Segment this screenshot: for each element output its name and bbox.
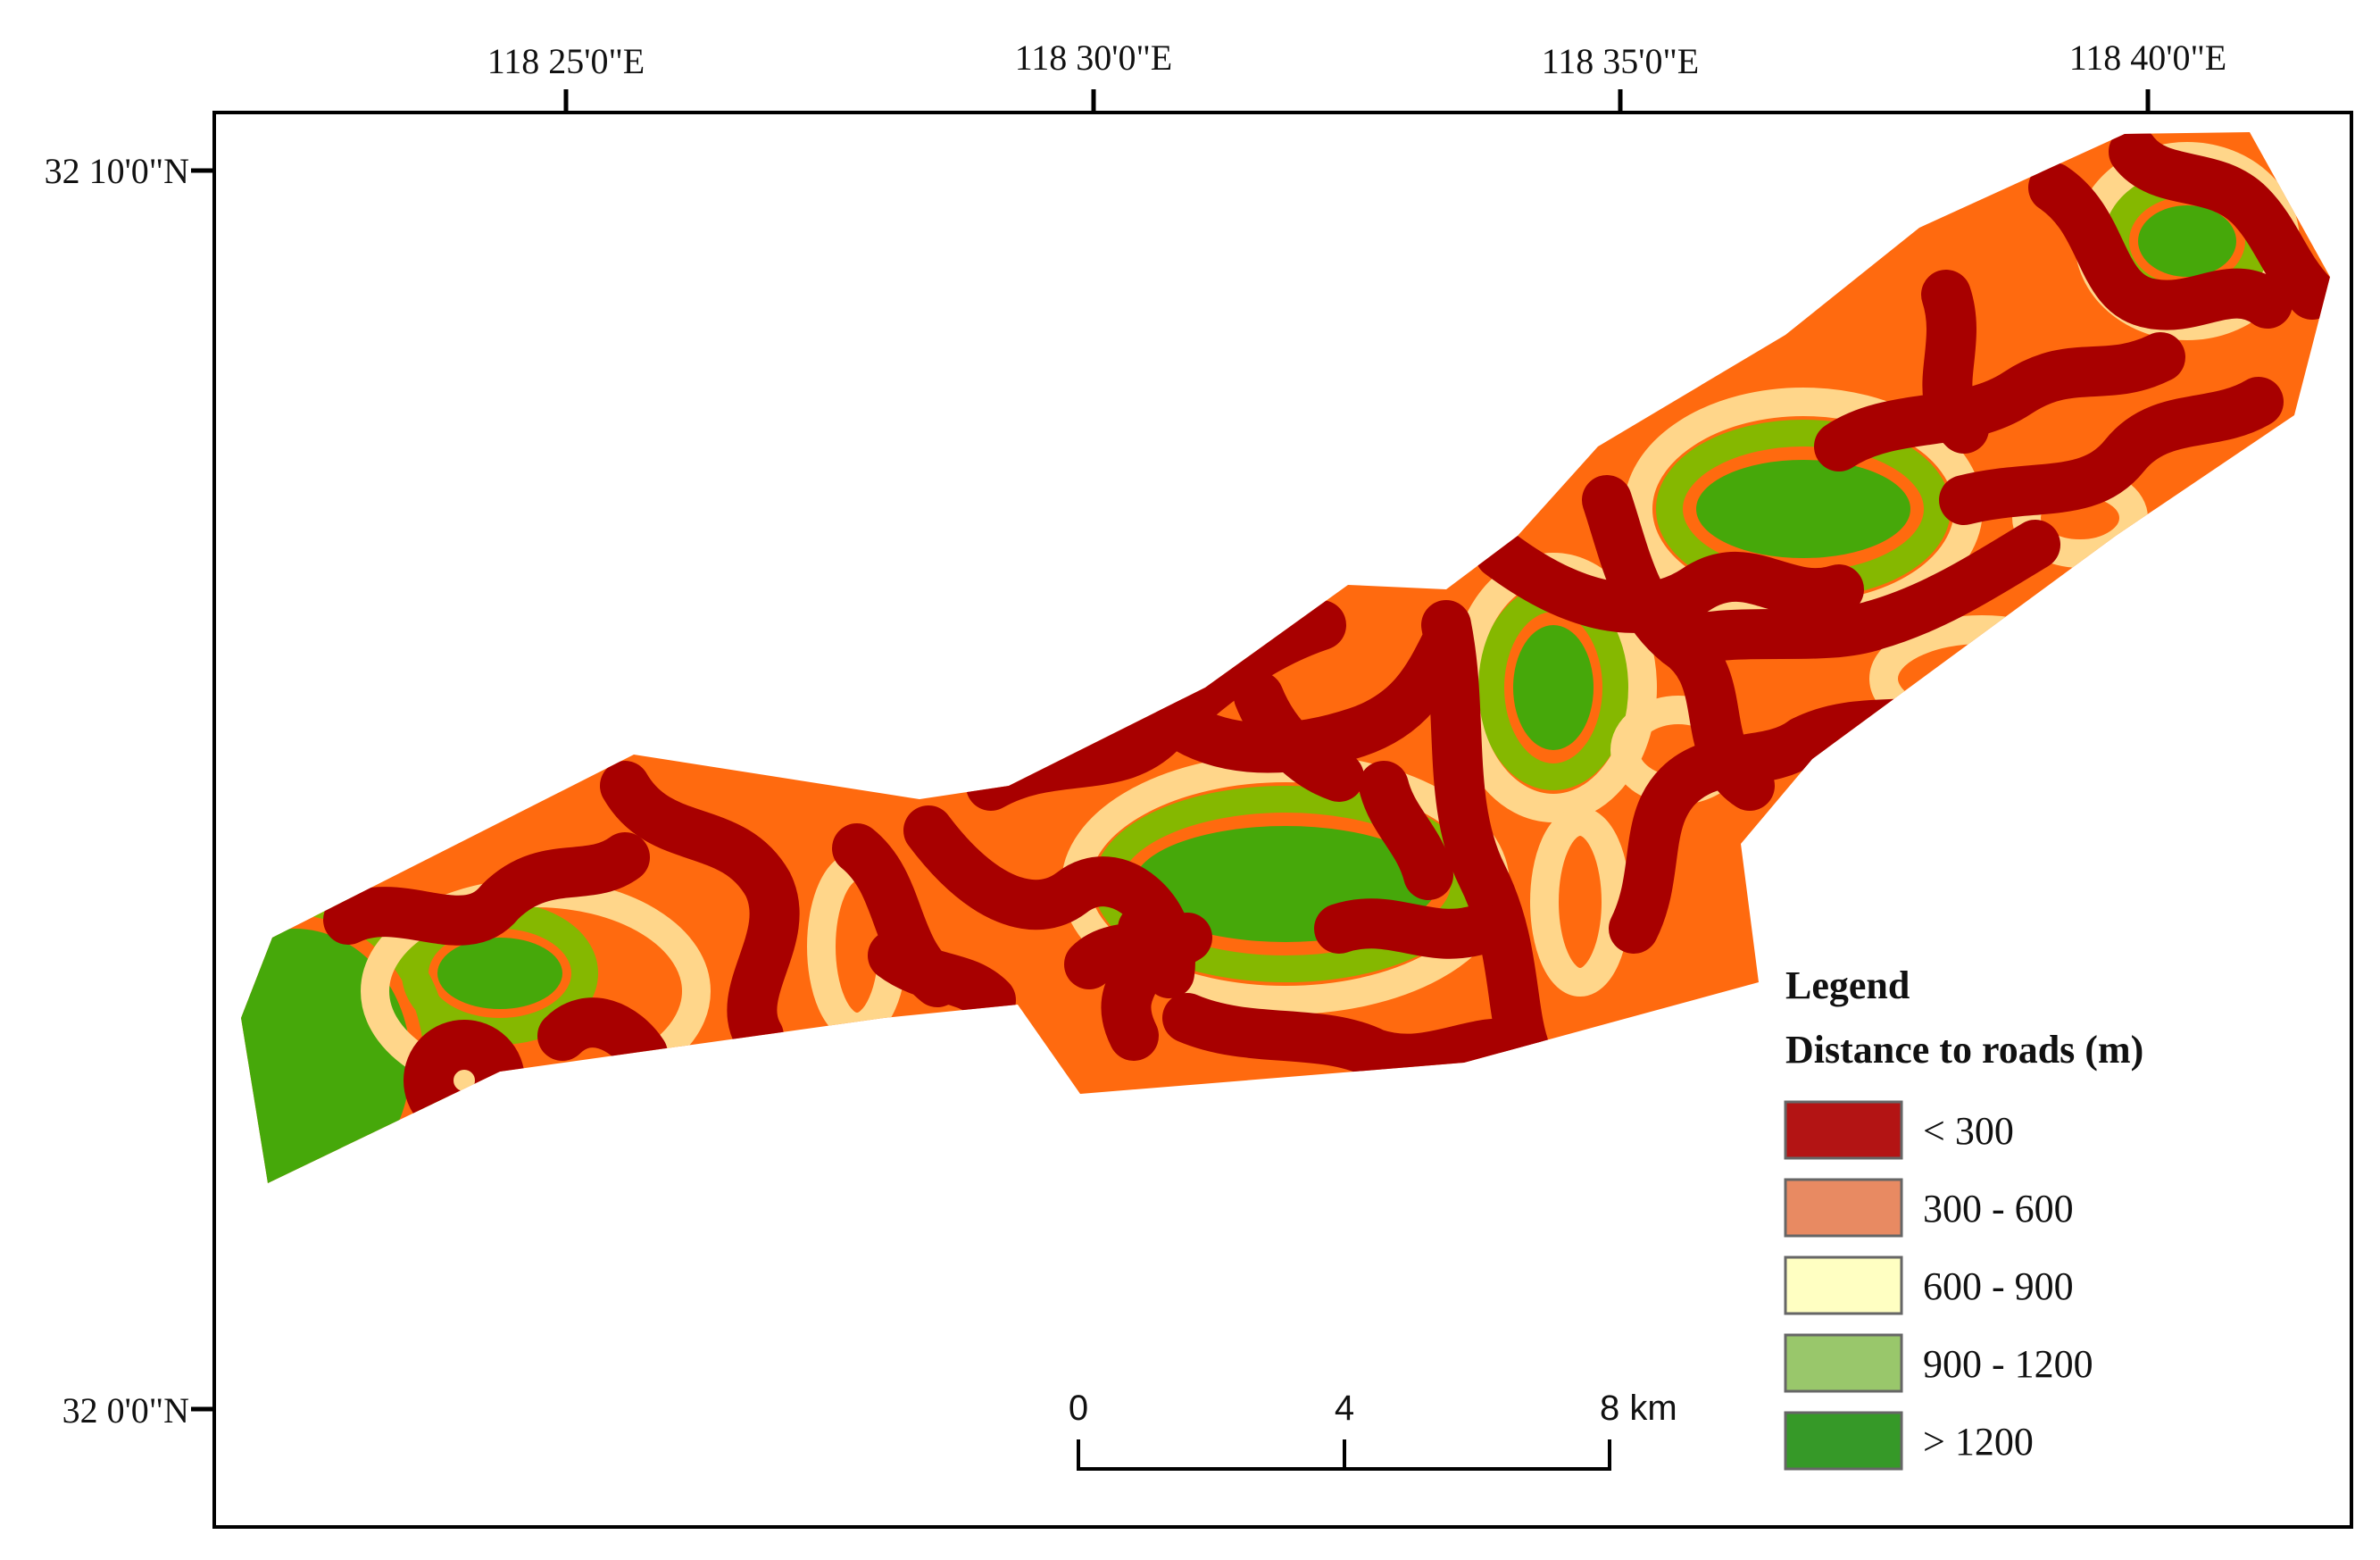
legend-swatch: [1784, 1178, 1903, 1238]
legend-label: 900 - 1200: [1923, 1342, 2093, 1386]
longitude-label: 118 25'0"E: [487, 41, 645, 81]
legend-label: < 300: [1923, 1109, 2014, 1153]
legend-label: > 1200: [1923, 1420, 2034, 1464]
zone-lt300-road-buffers: [323, 132, 2330, 1141]
legend-swatch: [1784, 1256, 1903, 1315]
scale-label: 8 km: [1600, 1389, 1677, 1428]
scale-label: 4: [1335, 1389, 1354, 1428]
longitude-label: 118 40'0"E: [2069, 38, 2226, 78]
longitude-label: 118 35'0"E: [1542, 41, 1699, 81]
scale-bar: 0 4 8 km: [1069, 1389, 1677, 1471]
legend: Legend Distance to roads (m) < 300 300 -…: [1784, 964, 2143, 1471]
legend-label: 300 - 600: [1923, 1187, 2074, 1230]
legend-swatch: [1784, 1333, 1903, 1393]
latitude-label: 32 0'0"N: [62, 1390, 189, 1431]
legend-swatch: [1784, 1100, 1903, 1160]
legend-title: Legend: [1785, 964, 1910, 1007]
latitude-label: 32 10'0"N: [45, 151, 189, 191]
graticule-ticks: [191, 89, 2151, 1412]
legend-swatch: [1784, 1411, 1903, 1471]
longitude-label: 118 30'0"E: [1015, 38, 1172, 78]
legend-label: 600 - 900: [1923, 1264, 2074, 1308]
scale-label: 0: [1069, 1389, 1088, 1428]
legend-subtitle: Distance to roads (m): [1785, 1028, 2143, 1072]
